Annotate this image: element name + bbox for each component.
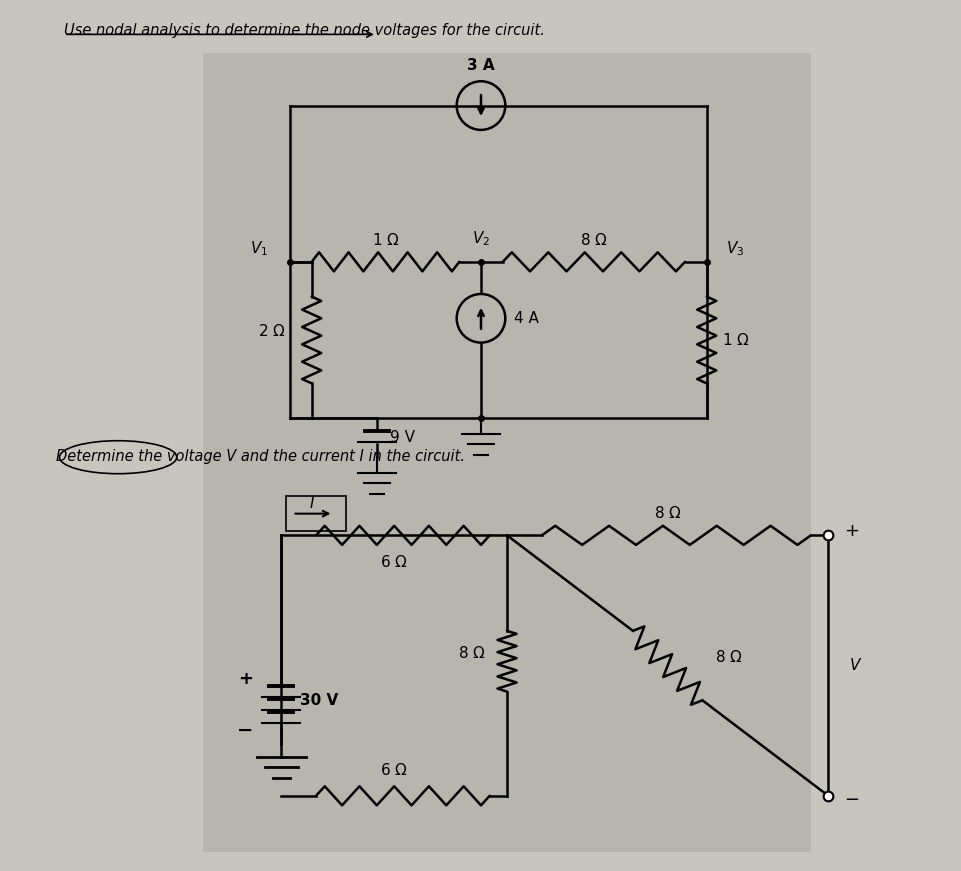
Text: 8 $\Omega$: 8 $\Omega$ [457,645,485,660]
Text: 30 V: 30 V [300,692,338,708]
Text: −: − [843,791,858,809]
Text: $V_1$: $V_1$ [250,239,268,258]
Text: −: − [237,721,254,740]
Text: 6 $\Omega$: 6 $\Omega$ [380,555,407,571]
Text: V: V [850,658,859,673]
FancyBboxPatch shape [203,53,810,488]
Text: +: + [238,670,254,687]
Text: 1 $\Omega$: 1 $\Omega$ [371,232,399,248]
Text: 8 $\Omega$: 8 $\Omega$ [653,505,680,522]
Text: Determine the voltage V and the current I in the circuit.: Determine the voltage V and the current … [56,449,464,463]
Text: 9 V: 9 V [389,429,414,445]
Text: $V_2$: $V_2$ [472,229,489,248]
Text: 4 A: 4 A [513,311,538,326]
Text: 3 A: 3 A [467,57,494,72]
Text: 8 $\Omega$: 8 $\Omega$ [715,649,742,665]
Text: +: + [843,522,858,540]
Text: 8 $\Omega$: 8 $\Omega$ [579,232,607,248]
Text: I: I [309,496,313,510]
Text: 1 $\Omega$: 1 $\Omega$ [722,332,750,348]
Text: 2 $\Omega$: 2 $\Omega$ [258,323,285,340]
Text: $V_3$: $V_3$ [726,239,744,258]
Text: Use nodal analysis to determine the node voltages for the circuit.: Use nodal analysis to determine the node… [64,24,545,38]
FancyBboxPatch shape [203,488,810,852]
Text: 6 $\Omega$: 6 $\Omega$ [380,762,407,779]
